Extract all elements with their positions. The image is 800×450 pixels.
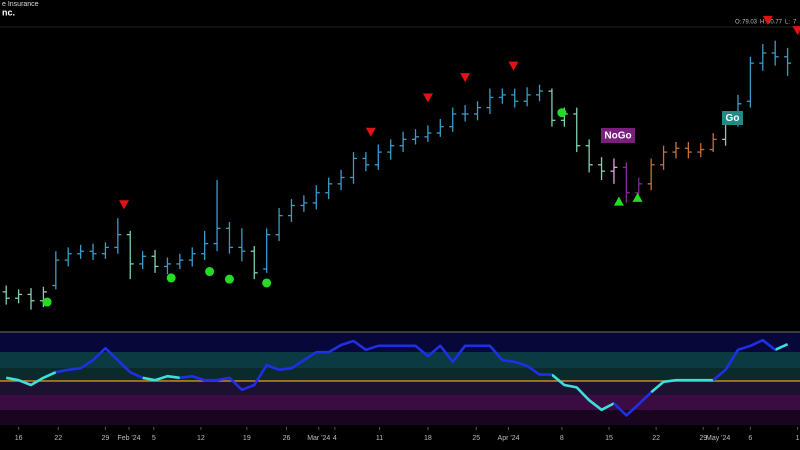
x-tick-label: 8 bbox=[560, 435, 564, 442]
x-tick-label: 26 bbox=[283, 435, 291, 442]
x-tick-label: 5 bbox=[152, 435, 156, 442]
x-tick-label: May '24 bbox=[706, 435, 730, 442]
annotation: NoGo bbox=[604, 131, 631, 142]
annotation: Go bbox=[726, 113, 740, 124]
quote-label: H: bbox=[760, 20, 766, 26]
quote-label: L: bbox=[785, 20, 790, 26]
signal-down bbox=[460, 73, 471, 83]
signal-dot bbox=[205, 267, 215, 277]
x-tick-label: 11 bbox=[376, 435, 383, 442]
x-tick-label: 15 bbox=[605, 435, 613, 442]
quote-value: 7 bbox=[793, 20, 797, 26]
band bbox=[0, 410, 800, 425]
x-tick-label: 1 bbox=[796, 435, 800, 442]
annotations: NoGo Go bbox=[601, 111, 743, 143]
x-tick-label: 25 bbox=[472, 435, 480, 442]
signal-up bbox=[632, 192, 643, 202]
annotation-box bbox=[722, 111, 743, 125]
signal-up bbox=[613, 196, 624, 206]
signal-down bbox=[119, 200, 130, 210]
signal-down bbox=[365, 127, 376, 137]
signal-dot bbox=[166, 273, 176, 283]
signal-down bbox=[762, 15, 773, 25]
signal-down bbox=[792, 26, 800, 36]
quote-value: 80.77 bbox=[767, 20, 783, 26]
signal-dot bbox=[42, 297, 52, 307]
chart-subtitle: nc. bbox=[2, 7, 15, 17]
band bbox=[0, 333, 800, 352]
x-tick-label: Apr '24 bbox=[498, 435, 520, 442]
x-tick-label: 29 bbox=[699, 435, 707, 442]
signal-down bbox=[508, 61, 519, 71]
band bbox=[0, 352, 800, 368]
x-tick-label: Mar '24 bbox=[307, 435, 330, 442]
oscillator-line bbox=[55, 338, 776, 417]
x-tick-label: Feb '24 bbox=[117, 435, 140, 442]
x-tick-label: 22 bbox=[54, 435, 62, 442]
x-tick-label: 16 bbox=[15, 435, 23, 442]
annotation-box bbox=[601, 128, 635, 143]
x-tick-label: 6 bbox=[748, 435, 752, 442]
oscillator-panel bbox=[0, 331, 800, 425]
signal-dot bbox=[224, 274, 234, 284]
quote-header: O: 79.03 H: 80.77 L: 7 bbox=[735, 20, 797, 26]
band bbox=[0, 382, 800, 395]
signal-dot bbox=[557, 108, 567, 118]
quote-value: 79.03 bbox=[742, 20, 758, 26]
x-tick-label: 29 bbox=[102, 435, 110, 442]
oscillator-line bbox=[5, 343, 789, 412]
quote-label: O: bbox=[735, 20, 742, 26]
signal-down bbox=[422, 93, 433, 103]
band bbox=[0, 395, 800, 410]
x-tick-label: 19 bbox=[243, 435, 251, 442]
x-tick-label: 18 bbox=[424, 435, 432, 442]
signal-dot bbox=[262, 278, 272, 288]
chart-title: e Insurance bbox=[2, 1, 39, 8]
x-tick-label: 4 bbox=[333, 435, 337, 442]
x-tick-label: 22 bbox=[652, 435, 660, 442]
x-tick-label: 12 bbox=[197, 435, 205, 442]
